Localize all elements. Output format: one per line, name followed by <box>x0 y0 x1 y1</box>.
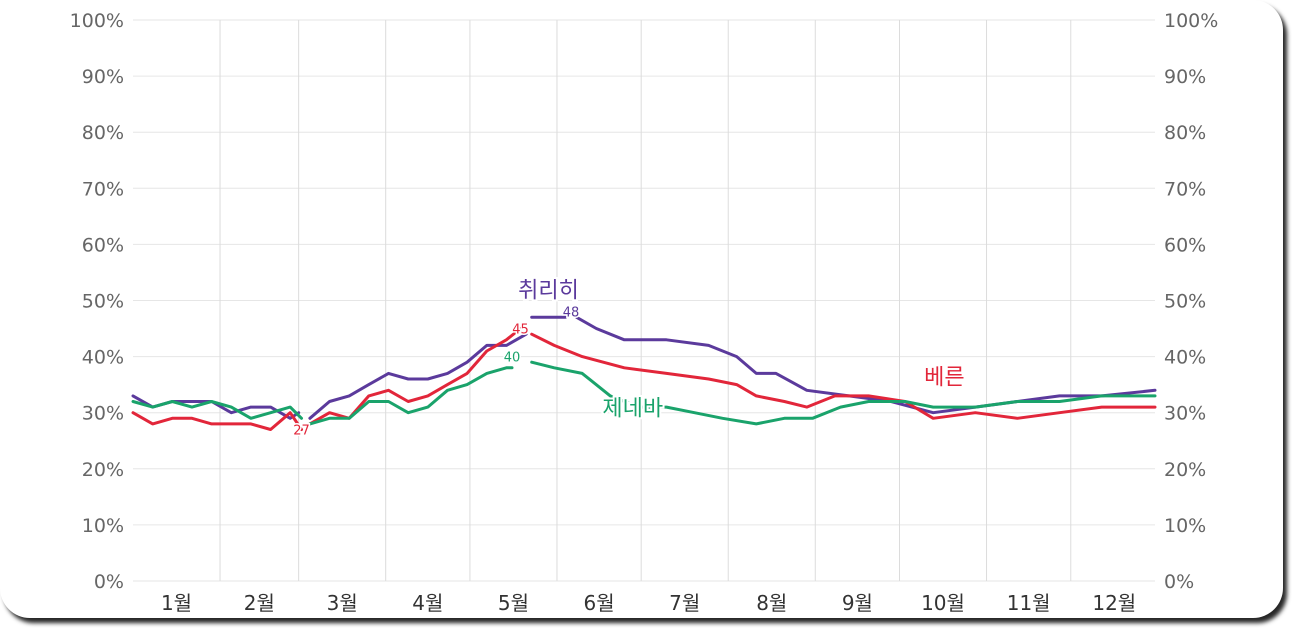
value-label: 27 <box>293 424 310 439</box>
value-label: 40 <box>504 351 521 366</box>
y-tick-label-right: 60% <box>1164 234 1206 256</box>
y-tick-label-right: 90% <box>1164 66 1206 88</box>
y-tick-label: 0% <box>94 571 124 593</box>
x-tick-label: 3월 <box>327 591 358 615</box>
y-tick-label-right: 0% <box>1164 571 1194 593</box>
y-tick-label-right: 100% <box>1164 10 1218 32</box>
x-tick-label: 7월 <box>669 591 700 615</box>
y-tick-label: 60% <box>82 234 124 256</box>
y-tick-label: 30% <box>82 403 124 425</box>
x-axis: 1월 2월 3월 4월 5월 6월 7월 8월 9월 10월 11월 12월 <box>161 591 1136 615</box>
y-tick-label: 50% <box>82 291 124 313</box>
y-tick-label-right: 30% <box>1164 403 1206 425</box>
x-tick-label: 5월 <box>498 591 529 615</box>
series-line-2 <box>131 360 1157 426</box>
y-axis-left: 0% 10% 20% 30% 40% 50% 60% 70% 80% 90% 100% <box>70 10 124 593</box>
series-label: 베른 <box>924 366 964 391</box>
series-label: 취리히 <box>518 279 579 304</box>
x-tick-label: 9월 <box>842 591 873 615</box>
y-tick-label-right: 10% <box>1164 515 1206 537</box>
x-tick-label: 2월 <box>244 591 275 615</box>
x-tick-label: 11월 <box>1007 591 1051 615</box>
x-tick-label: 10월 <box>921 591 965 615</box>
y-tick-label-right: 80% <box>1164 122 1206 144</box>
y-tick-label: 90% <box>82 66 124 88</box>
value-label: 48 <box>563 306 580 321</box>
series-lines <box>131 315 1157 431</box>
x-tick-label: 12월 <box>1092 591 1136 615</box>
y-tick-label: 70% <box>82 178 124 200</box>
y-tick-label: 40% <box>82 347 124 369</box>
y-tick-label-right: 20% <box>1164 459 1206 481</box>
x-tick-label: 4월 <box>412 591 443 615</box>
y-tick-label: 10% <box>82 515 124 537</box>
y-tick-label-right: 40% <box>1164 347 1206 369</box>
y-tick-label-right: 50% <box>1164 291 1206 313</box>
line-chart: 0% 10% 20% 30% 40% 50% 60% 70% 80% 90% 100% 0% 10% 2… <box>70 10 1219 615</box>
series-label: 제네바 <box>602 397 663 422</box>
grid <box>133 19 1155 582</box>
y-axis-right: 0% 10% 20% 30% 40% 50% 60% 70% 80% 90% 100% <box>1164 10 1218 593</box>
y-tick-label: 100% <box>70 10 124 32</box>
chart-card: 0% 10% 20% 30% 40% 50% 60% 70% 80% 90% 100% 0% 10% 2… <box>69 10 1219 615</box>
x-tick-label: 6월 <box>584 591 615 615</box>
value-label: 45 <box>512 323 529 338</box>
y-tick-label: 80% <box>82 122 124 144</box>
y-tick-label: 20% <box>82 459 124 481</box>
x-tick-label: 1월 <box>161 591 192 615</box>
y-tick-label-right: 70% <box>1164 178 1206 200</box>
x-tick-label: 8월 <box>756 591 787 615</box>
series-line-0 <box>131 315 1157 420</box>
